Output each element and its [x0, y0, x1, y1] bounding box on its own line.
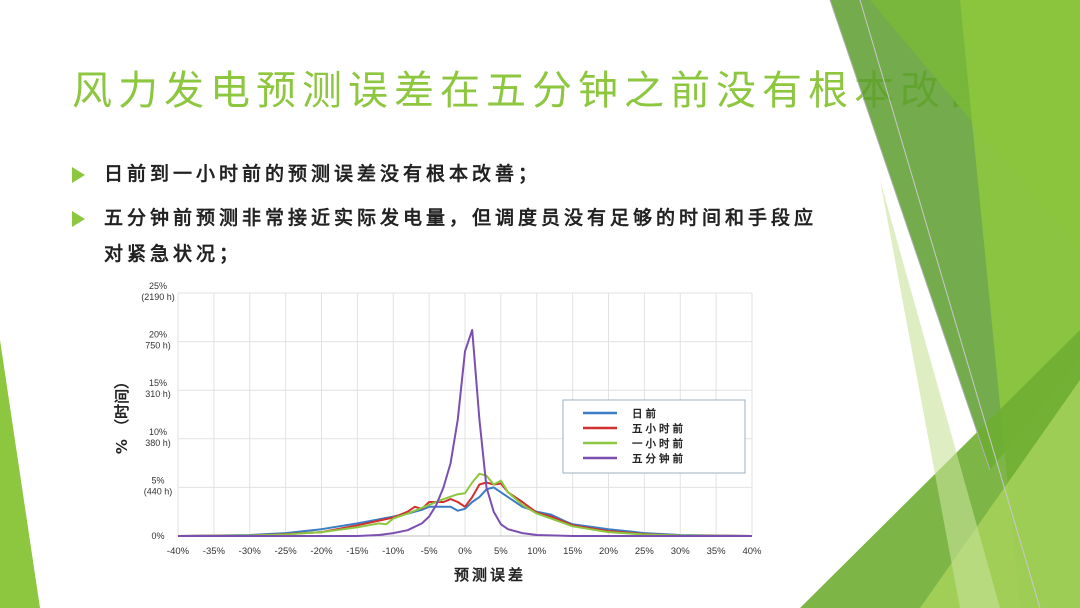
series-line-日前 [177, 486, 753, 537]
x-tick-label: -20% [310, 546, 333, 557]
x-tick-label: 10% [527, 546, 547, 557]
y-tick-sublabel: (440 h) [144, 486, 173, 496]
x-tick-label: 25% [635, 546, 655, 557]
x-tick-label: 20% [599, 546, 619, 557]
y-tick-sublabel: 750 h) [145, 341, 171, 351]
x-tick-label: -40% [167, 546, 190, 557]
y-tick-label: 15% [149, 378, 167, 388]
x-tick-label: 5% [494, 546, 508, 557]
x-tick-label: 40% [742, 546, 762, 557]
bullet-text: 日前到一小时前的预测误差没有根本改善； [104, 163, 542, 185]
legend-label: 五小时前 [632, 422, 686, 435]
x-tick-label: -15% [346, 546, 369, 557]
legend-label: 日前 [632, 407, 659, 420]
series-line-一小时前 [177, 472, 753, 537]
legend-label: 一小时前 [632, 437, 686, 450]
y-tick-label: 25% [149, 281, 167, 291]
x-axis-label: 预测误差 [454, 566, 526, 584]
series-line-五分钟前 [178, 328, 752, 537]
y-tick-label: 0% [151, 531, 164, 541]
x-tick-label: -10% [382, 546, 405, 557]
x-tick-label: 15% [563, 546, 583, 557]
y-tick-sublabel: 380 h) [145, 438, 171, 448]
x-tick-label: -35% [203, 546, 226, 557]
bullet-1: 日前到一小时前的预测误差没有根本改善； [72, 156, 824, 192]
y-tick-label: 5% [151, 475, 164, 485]
series-line-五小时前 [177, 481, 753, 537]
y-axis-label: % （时间） [113, 374, 131, 454]
y-tick-label: 10% [149, 427, 167, 437]
x-tick-label: 35% [707, 546, 727, 557]
bullet-text: 五分钟前预测非常接近实际发电量，但调度员没有足够的时间和手段应对紧急状况； [104, 207, 818, 265]
y-tick-label: 20% [149, 330, 167, 340]
x-tick-label: 0% [458, 546, 472, 557]
x-tick-label: -5% [421, 546, 438, 557]
x-tick-label: -30% [239, 546, 262, 557]
y-tick-sublabel: (2190 h) [141, 292, 175, 302]
x-tick-label: -25% [275, 546, 298, 557]
x-tick-label: 30% [671, 546, 691, 557]
bullet-triangle-icon [72, 167, 85, 183]
legend-label: 五分钟前 [632, 452, 686, 465]
bullet-2: 五分钟前预测非常接近实际发电量，但调度员没有足够的时间和手段应对紧急状况； [72, 200, 824, 272]
bullet-triangle-icon [72, 211, 85, 227]
y-tick-sublabel: 310 h) [145, 389, 171, 399]
